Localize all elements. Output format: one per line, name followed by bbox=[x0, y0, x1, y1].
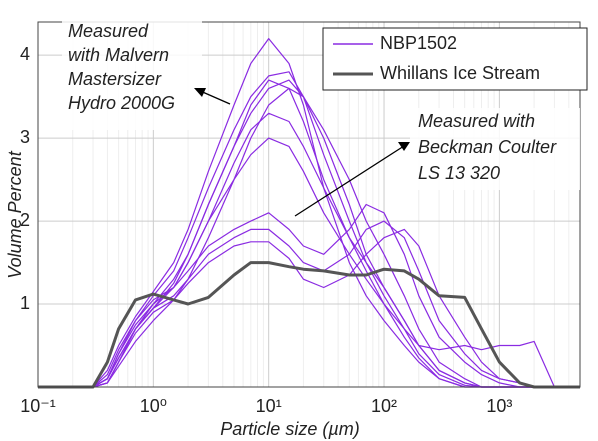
line bbox=[38, 228, 580, 388]
annotation-text: Measured with bbox=[418, 111, 535, 131]
x-tick-label: 10¹ bbox=[256, 396, 282, 416]
x-tick-label: 10⁻¹ bbox=[20, 396, 56, 416]
arrow-head bbox=[398, 142, 410, 151]
y-tick-label: 3 bbox=[20, 127, 30, 147]
annotation-arrow bbox=[294, 145, 405, 217]
y-tick-label: 4 bbox=[20, 44, 30, 64]
x-axis-label: Particle size (µm) bbox=[220, 419, 359, 439]
x-tick-label: 10³ bbox=[486, 396, 512, 416]
x-tick-label: 10⁰ bbox=[140, 396, 167, 416]
line bbox=[38, 137, 580, 388]
legend-label: NBP1502 bbox=[380, 33, 457, 53]
y-tick-label: 1 bbox=[20, 293, 30, 313]
legend-label: Whillans Ice Stream bbox=[380, 63, 540, 83]
arrow-head bbox=[194, 88, 206, 97]
x-tick-label: 10² bbox=[371, 396, 397, 416]
y-tick-label: 2 bbox=[20, 210, 30, 230]
annotation-text: with Malvern bbox=[68, 45, 169, 65]
annotation: Measured with Malvern Mastersizer Hydro … bbox=[62, 18, 580, 217]
annotation-text: Measured bbox=[68, 21, 149, 41]
line bbox=[38, 261, 580, 389]
annotation-text: LS 13 320 bbox=[418, 163, 500, 183]
annotation-text: Hydro 2000G bbox=[68, 93, 175, 113]
annotation-text: Beckman Coulter bbox=[418, 137, 557, 157]
y-axis-label: Volume Percent bbox=[5, 150, 25, 278]
axes-frame bbox=[37, 21, 581, 388]
annotation-text: Mastersizer bbox=[68, 69, 162, 89]
line bbox=[38, 203, 580, 388]
legend: NBP1502 Whillans Ice Stream bbox=[322, 27, 588, 91]
